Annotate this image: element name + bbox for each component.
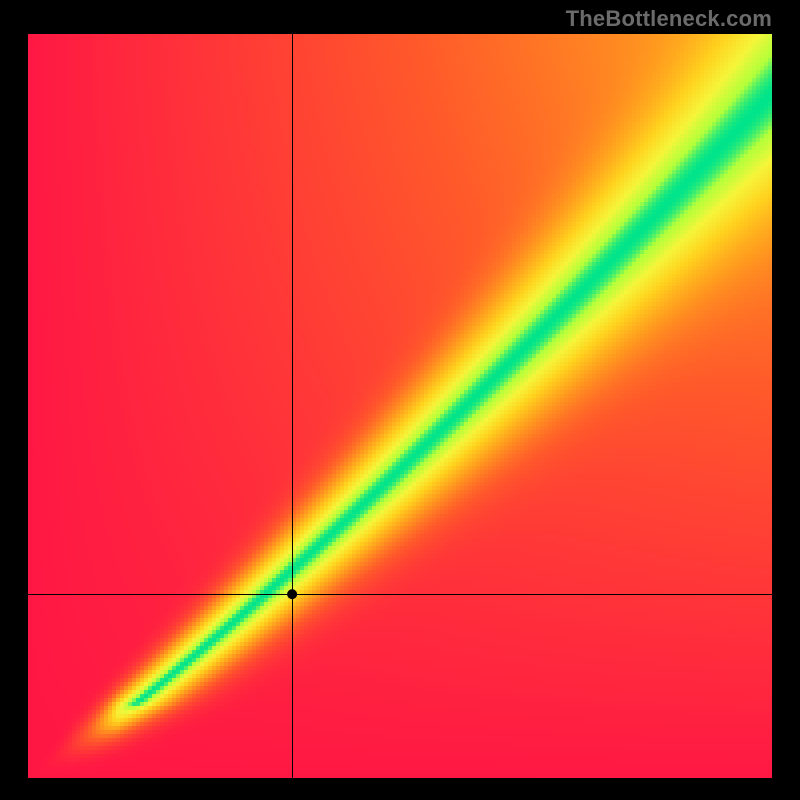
watermark-text: TheBottleneck.com: [566, 6, 772, 32]
bottleneck-heatmap: [0, 0, 800, 800]
chart-container: TheBottleneck.com: [0, 0, 800, 800]
